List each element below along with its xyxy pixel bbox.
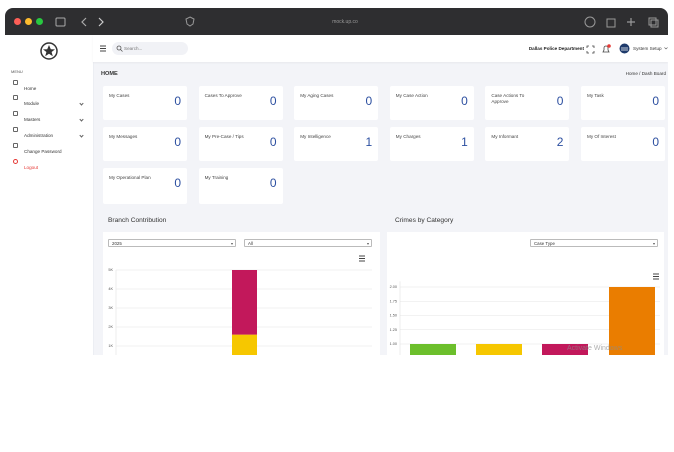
nav-icons bbox=[55, 17, 104, 27]
menu-icon bbox=[13, 127, 18, 132]
top-header: Search... Dallas Police Department Syste… bbox=[93, 35, 668, 62]
stat-card[interactable]: My Operational Plan 0 bbox=[103, 168, 187, 204]
card-label: My Intelligence bbox=[300, 134, 331, 139]
breadcrumb: Home / Dash Board bbox=[625, 71, 666, 76]
branch-panel bbox=[103, 232, 380, 355]
card-label: My Aging Cases bbox=[300, 93, 334, 98]
stat-card[interactable]: Case Actions To Approve 0 bbox=[485, 86, 570, 120]
stat-card[interactable]: My Pre-Case / Tips 0 bbox=[198, 127, 283, 161]
card-value: 1 bbox=[365, 135, 373, 149]
branch-select[interactable]: All bbox=[244, 239, 372, 247]
menu-heading: MENU bbox=[11, 69, 23, 74]
card-value: 0 bbox=[556, 94, 564, 108]
panel-title: Branch Contribution bbox=[108, 217, 167, 224]
case-type-select[interactable]: Case Type bbox=[530, 239, 658, 247]
card-label: My Of Interest bbox=[587, 134, 616, 139]
menu-item[interactable]: Masters bbox=[24, 117, 41, 122]
stat-card[interactable]: My Messages 0 bbox=[103, 127, 187, 161]
toolbar-icons bbox=[584, 16, 659, 28]
stat-card[interactable]: My Aging Cases 0 bbox=[294, 86, 379, 120]
org-name: Dallas Police Department bbox=[528, 46, 584, 51]
menu-item[interactable]: Home bbox=[24, 86, 37, 91]
stat-card[interactable]: My Of Interest 0 bbox=[581, 127, 665, 161]
search-box[interactable]: Search... bbox=[112, 42, 188, 55]
card-value: 2 bbox=[556, 135, 564, 149]
card-value: 0 bbox=[269, 176, 277, 190]
logo bbox=[40, 42, 58, 60]
card-label: My Operational Plan bbox=[109, 175, 151, 180]
card-label: My Charges bbox=[395, 134, 421, 139]
watermark: Activate Windows bbox=[567, 345, 623, 352]
shield-icon bbox=[185, 16, 195, 27]
card-value: 0 bbox=[174, 135, 181, 149]
sidebar: MENU bbox=[5, 35, 94, 355]
card-label: My Messages bbox=[109, 134, 138, 139]
menu-icon bbox=[13, 80, 18, 85]
page-title: HOME bbox=[101, 71, 118, 77]
card-label: My Task bbox=[587, 93, 604, 98]
card-label: My Case Action bbox=[395, 93, 428, 98]
category-panel bbox=[387, 232, 664, 355]
card-value: 0 bbox=[461, 94, 468, 108]
card-value: 0 bbox=[174, 94, 181, 108]
menu-item[interactable]: Module bbox=[24, 101, 40, 106]
menu-item[interactable]: Administration bbox=[24, 133, 54, 138]
stat-card[interactable]: My Charges 1 bbox=[389, 127, 474, 161]
card-value: 0 bbox=[652, 94, 659, 108]
chart-menu-icon[interactable] bbox=[358, 255, 366, 262]
card-label: My Informant bbox=[491, 134, 519, 139]
card-value: 1 bbox=[461, 135, 468, 149]
card-value: 0 bbox=[365, 94, 373, 108]
search-placeholder: Search... bbox=[124, 46, 143, 51]
menu-icon bbox=[13, 111, 18, 116]
year-select[interactable]: 2025 bbox=[108, 239, 236, 247]
url-bar[interactable]: mock.up.co bbox=[332, 19, 358, 25]
chevron bbox=[664, 47, 668, 50]
panel-title: Crimes by Category bbox=[395, 217, 454, 224]
browser-toolbar: mock.up.co bbox=[5, 8, 668, 35]
stat-card[interactable]: My Case Action 0 bbox=[389, 86, 474, 120]
card-value: 0 bbox=[269, 94, 277, 108]
stat-card[interactable]: My Cases 0 bbox=[103, 86, 187, 120]
zoom-button[interactable] bbox=[36, 18, 43, 25]
stat-card[interactable]: My Training 0 bbox=[198, 168, 283, 204]
chart-menu-icon[interactable] bbox=[652, 273, 660, 280]
menu-item[interactable]: Logout bbox=[24, 165, 39, 170]
minimize-button[interactable] bbox=[25, 18, 32, 25]
search-icon bbox=[116, 45, 123, 52]
card-label: My Cases bbox=[109, 93, 130, 98]
card-value: 0 bbox=[269, 135, 277, 149]
card-label: My Pre-Case / Tips bbox=[204, 134, 244, 139]
stat-card[interactable]: My Informant 2 bbox=[485, 127, 570, 161]
card-label: My Training bbox=[204, 175, 229, 180]
menu-item[interactable]: Change Password bbox=[24, 149, 62, 154]
card-value: 0 bbox=[174, 176, 181, 190]
stat-card[interactable]: Cases To Approve 0 bbox=[198, 86, 283, 120]
user-menu[interactable]: System Setup bbox=[633, 46, 662, 51]
card-value: 0 bbox=[652, 135, 659, 149]
header-icons bbox=[586, 44, 611, 54]
close-button[interactable] bbox=[14, 18, 21, 25]
hamburger-icon[interactable] bbox=[99, 45, 107, 52]
menu-icon bbox=[13, 95, 18, 100]
menu-icon bbox=[13, 143, 18, 148]
stat-card[interactable]: My Task 0 bbox=[581, 86, 665, 120]
browser-window: mock.up.co MENU Search... Dallas Police … bbox=[5, 8, 668, 355]
menu-icon bbox=[13, 159, 18, 164]
user-avatar[interactable] bbox=[619, 43, 630, 54]
card-label: Cases To Approve bbox=[204, 93, 242, 98]
card-label: Case Actions To Approve bbox=[491, 93, 525, 104]
stat-card[interactable]: My Intelligence 1 bbox=[294, 127, 379, 161]
